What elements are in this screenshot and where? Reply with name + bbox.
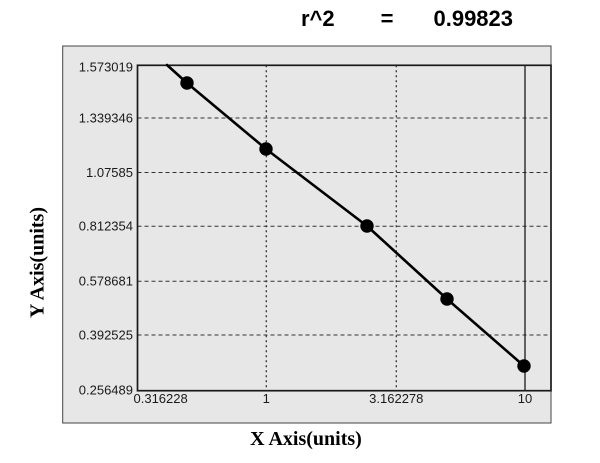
svg-text:1: 1	[263, 391, 270, 406]
svg-text:0.392525: 0.392525	[79, 328, 133, 343]
svg-text:1.07585: 1.07585	[86, 165, 133, 180]
svg-text:0.812354: 0.812354	[79, 219, 133, 234]
svg-text:1.573019: 1.573019	[79, 60, 133, 75]
svg-text:X Axis(units): X Axis(units)	[250, 428, 362, 450]
svg-text:0.578681: 0.578681	[79, 274, 133, 289]
svg-text:10: 10	[518, 391, 532, 406]
svg-text:0.256489: 0.256489	[79, 383, 133, 398]
svg-text:r^2=0.99823: r^2 = 0.99823	[301, 6, 513, 31]
svg-text:Y Axis(units): Y Axis(units)	[27, 207, 49, 318]
svg-text:1.339346: 1.339346	[79, 111, 133, 126]
svg-text:0.316228: 0.316228	[134, 391, 188, 406]
svg-text:3.162278: 3.162278	[369, 391, 423, 406]
